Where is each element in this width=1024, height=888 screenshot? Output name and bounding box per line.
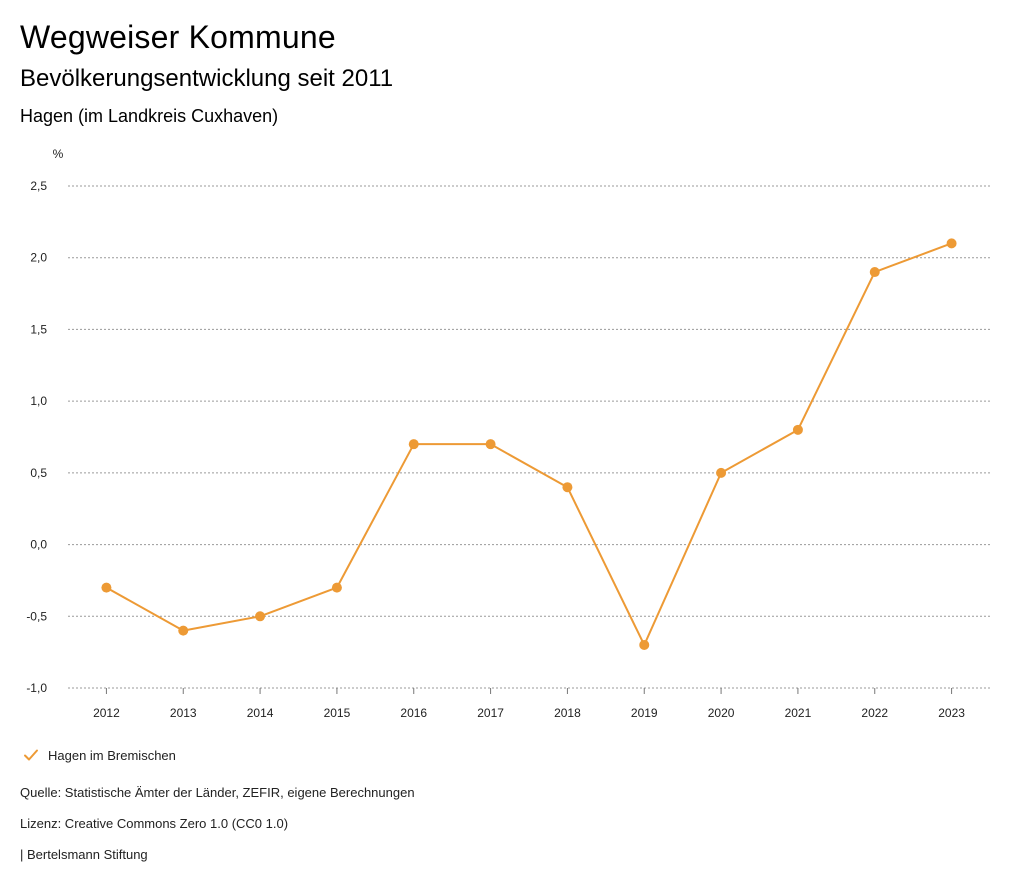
- axes: % 2,5 2,0 1,5 1,0 0,5 0,0 -0,5 -1,0 2012 2013 2014 2…: [26, 147, 965, 720]
- x-tick-label: 2016: [400, 706, 427, 720]
- x-tick-label: 2023: [938, 706, 965, 720]
- y-axis-unit: %: [53, 147, 64, 161]
- brand-note: | Bertelsmann Stiftung: [20, 847, 148, 862]
- data-point[interactable]: [716, 467, 727, 478]
- series-line: [105, 242, 952, 646]
- gridlines: [68, 185, 990, 689]
- data-point[interactable]: [485, 439, 496, 450]
- data-series[interactable]: [101, 238, 957, 650]
- page-title: Wegweiser Kommune: [20, 19, 336, 55]
- license-note: Lizenz: Creative Commons Zero 1.0 (CC0 1…: [20, 816, 289, 831]
- x-tick-label: 2012: [93, 706, 120, 720]
- region-label: Hagen (im Landkreis Cuxhaven): [20, 106, 279, 126]
- data-point[interactable]: [178, 625, 189, 636]
- data-point[interactable]: [562, 482, 573, 493]
- x-tick-label: 2019: [631, 706, 658, 720]
- y-tick-label: -0,5: [26, 609, 47, 623]
- y-tick-label: 1,0: [30, 394, 47, 408]
- data-point[interactable]: [792, 424, 803, 435]
- legend-label: Hagen im Bremischen: [48, 747, 176, 763]
- data-point[interactable]: [639, 639, 650, 650]
- x-tick-label: 2015: [324, 706, 351, 720]
- x-tick-label: 2022: [861, 706, 888, 720]
- y-tick-label: 0,5: [30, 466, 47, 480]
- source-note: Quelle: Statistische Ämter der Länder, Z…: [20, 785, 415, 800]
- y-tick-label: -1,0: [26, 681, 47, 695]
- y-tick-label: 1,5: [30, 322, 47, 336]
- data-point[interactable]: [255, 611, 266, 622]
- data-point[interactable]: [331, 582, 342, 593]
- x-tick-label: 2013: [170, 706, 197, 720]
- chart-subtitle: Bevölkerungsentwicklung seit 2011: [20, 65, 394, 92]
- data-point[interactable]: [946, 238, 957, 249]
- checkmark-icon[interactable]: [22, 746, 40, 764]
- y-tick-label: 2,0: [30, 251, 47, 265]
- data-point[interactable]: [408, 439, 419, 450]
- legend[interactable]: Hagen im Bremischen: [22, 744, 176, 766]
- y-tick-label: 0,0: [30, 538, 47, 552]
- x-tick-label: 2014: [247, 706, 274, 720]
- y-tick-label: 2,5: [30, 179, 47, 193]
- data-point[interactable]: [101, 582, 112, 593]
- line-chart: % 2,5 2,0 1,5 1,0 0,5 0,0 -0,5 -1,0 2012 2013 2014 2…: [26, 147, 990, 720]
- x-tick-label: 2017: [477, 706, 504, 720]
- x-tick-label: 2018: [554, 706, 581, 720]
- x-tick-label: 2020: [708, 706, 735, 720]
- data-point[interactable]: [869, 267, 880, 278]
- x-tick-label: 2021: [785, 706, 812, 720]
